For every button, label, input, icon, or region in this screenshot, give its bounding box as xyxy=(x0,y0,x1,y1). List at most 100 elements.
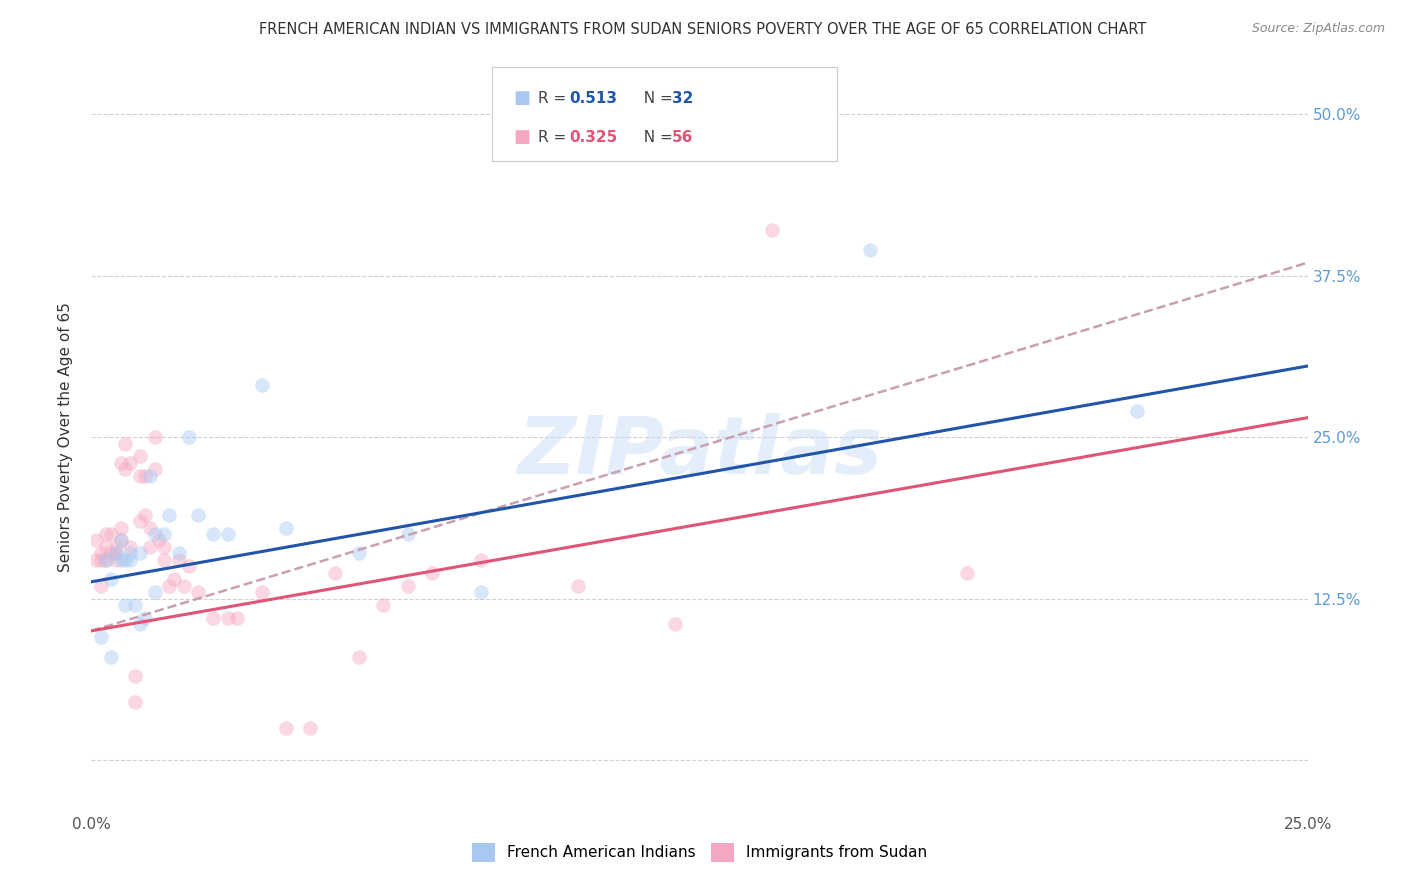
Point xyxy=(274,520,297,534)
Point xyxy=(956,566,979,580)
Text: 0.513: 0.513 xyxy=(569,91,617,106)
Point xyxy=(323,566,346,580)
Y-axis label: Seniors Poverty Over the Age of 65: Seniors Poverty Over the Age of 65 xyxy=(58,302,73,572)
Point xyxy=(94,553,117,567)
Text: 32: 32 xyxy=(672,91,693,106)
Text: FRENCH AMERICAN INDIAN VS IMMIGRANTS FROM SUDAN SENIORS POVERTY OVER THE AGE OF : FRENCH AMERICAN INDIAN VS IMMIGRANTS FRO… xyxy=(259,22,1147,37)
Point xyxy=(124,695,146,709)
Point xyxy=(134,468,156,483)
Point xyxy=(420,566,443,580)
Point xyxy=(100,649,122,664)
Point xyxy=(94,553,117,567)
Point xyxy=(100,572,122,586)
Point xyxy=(1126,404,1149,418)
Point xyxy=(153,553,176,567)
Point xyxy=(859,243,882,257)
Text: R =: R = xyxy=(538,130,572,145)
Point xyxy=(120,553,142,567)
Point xyxy=(120,456,142,470)
Point xyxy=(110,533,132,548)
Point xyxy=(94,527,117,541)
Point xyxy=(110,533,132,548)
Point xyxy=(104,540,127,554)
Point xyxy=(114,553,136,567)
Point xyxy=(114,436,136,450)
Point xyxy=(134,508,156,522)
Text: R =: R = xyxy=(538,91,572,106)
Point xyxy=(94,540,117,554)
Point xyxy=(202,527,225,541)
Point xyxy=(143,585,166,599)
Text: 56: 56 xyxy=(672,130,693,145)
Point xyxy=(124,598,146,612)
Point xyxy=(217,611,239,625)
Text: Source: ZipAtlas.com: Source: ZipAtlas.com xyxy=(1251,22,1385,36)
Legend: French American Indians, Immigrants from Sudan: French American Indians, Immigrants from… xyxy=(465,837,934,868)
Point xyxy=(90,630,112,644)
Point xyxy=(567,579,589,593)
Point xyxy=(396,527,419,541)
Point xyxy=(664,617,686,632)
Point xyxy=(761,223,783,237)
Point xyxy=(139,520,162,534)
Point xyxy=(250,585,273,599)
Point xyxy=(100,546,122,560)
Point xyxy=(143,527,166,541)
Point xyxy=(177,559,200,574)
Point xyxy=(143,462,166,476)
Point xyxy=(90,579,112,593)
Point xyxy=(129,468,152,483)
Point xyxy=(226,611,249,625)
Point xyxy=(157,579,180,593)
Point xyxy=(187,508,209,522)
Point xyxy=(470,585,492,599)
Point xyxy=(104,546,127,560)
Point xyxy=(120,540,142,554)
Point xyxy=(110,553,132,567)
Point xyxy=(100,527,122,541)
Point xyxy=(90,546,112,560)
Point xyxy=(129,546,152,560)
Point xyxy=(157,508,180,522)
Text: N =: N = xyxy=(634,91,678,106)
Point xyxy=(90,553,112,567)
Point xyxy=(139,540,162,554)
Point xyxy=(84,533,107,548)
Point xyxy=(163,572,186,586)
Point xyxy=(299,721,322,735)
Point xyxy=(167,546,190,560)
Point xyxy=(148,533,170,548)
Point xyxy=(173,579,195,593)
Point xyxy=(129,450,152,464)
Point xyxy=(396,579,419,593)
Point xyxy=(114,462,136,476)
Point xyxy=(104,553,127,567)
Point xyxy=(129,617,152,632)
Text: N =: N = xyxy=(634,130,678,145)
Text: ■: ■ xyxy=(513,89,530,107)
Point xyxy=(177,430,200,444)
Point xyxy=(167,553,190,567)
Point xyxy=(110,456,132,470)
Point xyxy=(373,598,395,612)
Point xyxy=(110,520,132,534)
Point xyxy=(153,527,176,541)
Point xyxy=(347,546,370,560)
Point xyxy=(274,721,297,735)
Point xyxy=(202,611,225,625)
Point xyxy=(124,669,146,683)
Point xyxy=(114,598,136,612)
Point xyxy=(470,553,492,567)
Point xyxy=(250,378,273,392)
Point xyxy=(187,585,209,599)
Point xyxy=(153,540,176,554)
Point xyxy=(143,430,166,444)
Point xyxy=(134,611,156,625)
Point xyxy=(217,527,239,541)
Point xyxy=(120,546,142,560)
Text: ■: ■ xyxy=(513,128,530,146)
Point xyxy=(129,514,152,528)
Text: ZIPatlas: ZIPatlas xyxy=(517,413,882,491)
Point xyxy=(139,468,162,483)
Point xyxy=(104,546,127,560)
